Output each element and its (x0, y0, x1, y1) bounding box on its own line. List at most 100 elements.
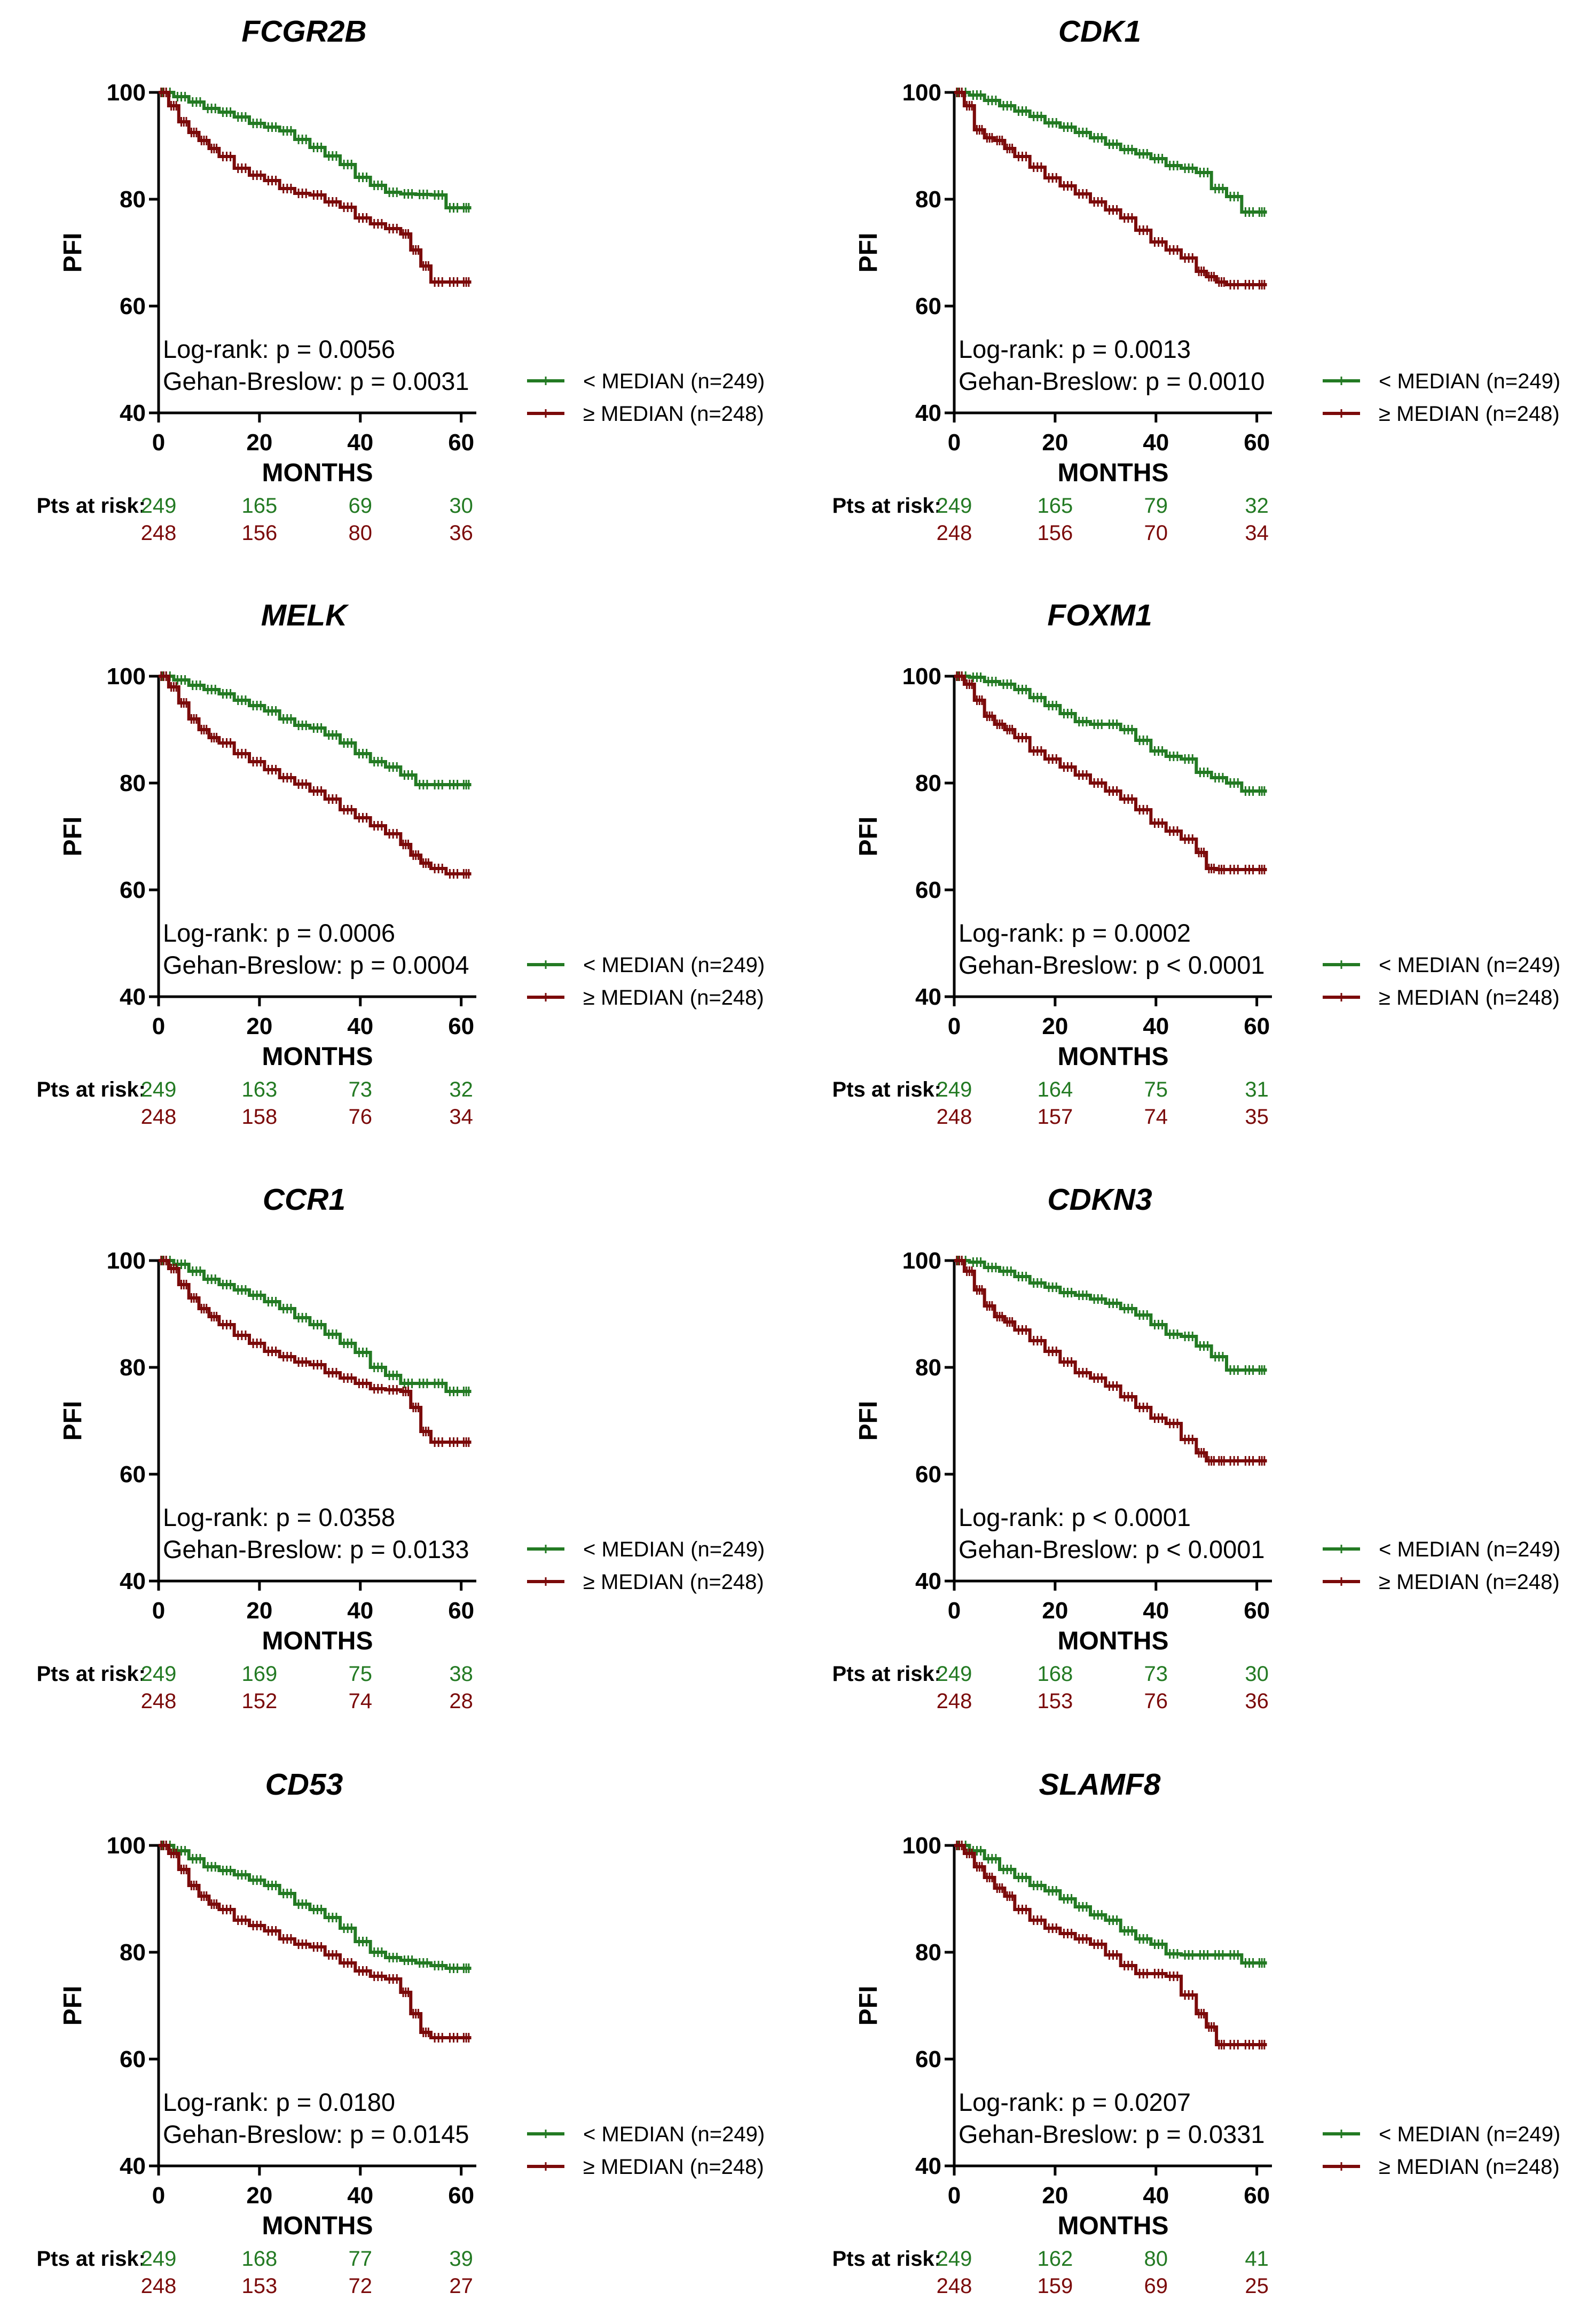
x-tick-label: 40 (1143, 429, 1169, 456)
x-tick-label: 20 (1042, 429, 1068, 456)
risk-count-high: 248 (937, 1689, 972, 1713)
x-tick-label: 60 (1244, 429, 1270, 456)
y-tick-label: 80 (915, 186, 941, 213)
risk-count-high: 248 (141, 1689, 177, 1713)
y-tick-label: 60 (915, 1461, 941, 1488)
x-tick-label: 20 (246, 1013, 272, 1039)
x-tick-label: 60 (448, 1598, 474, 1624)
x-tick-label: 60 (1244, 1013, 1270, 1039)
x-tick-label: 20 (246, 2182, 272, 2209)
y-axis-label: PFI (59, 1401, 87, 1441)
high-expression-curve (954, 1259, 1267, 1462)
x-tick-label: 40 (347, 1013, 373, 1039)
risk-count-low: 249 (141, 2247, 177, 2271)
high-censor-marks (956, 1841, 1266, 2049)
km-panel-foxm1: FOXM1 40 60 80 100 0 20 40 60 PFI MONTHS Log-rank: … (832, 598, 1560, 1129)
y-tick-label: 100 (107, 80, 146, 106)
y-tick-label: 60 (120, 293, 146, 319)
legend-label-high: ≥ MEDIAN (n=248) (583, 986, 764, 1010)
legend-label-low: < MEDIAN (n=249) (1379, 1538, 1560, 1561)
legend-label-high: ≥ MEDIAN (n=248) (1379, 402, 1560, 426)
log-rank-stat: Log-rank: p = 0.0180 (163, 2088, 395, 2116)
risk-count-high: 76 (349, 1105, 373, 1129)
gehan-breslow-stat: Gehan-Breslow: p = 0.0331 (959, 2120, 1265, 2148)
risk-count-high: 28 (449, 1689, 473, 1713)
y-tick-label: 100 (107, 1833, 146, 1859)
risk-count-high: 248 (141, 521, 177, 545)
chart-title: SLAMF8 (1039, 1767, 1161, 1802)
risk-count-high: 248 (937, 521, 972, 545)
y-tick-label: 40 (120, 1568, 146, 1594)
chart-title: CDK1 (1058, 14, 1141, 49)
y-tick-label: 80 (120, 186, 146, 213)
y-tick-label: 40 (915, 2153, 941, 2179)
risk-count-low: 73 (349, 1078, 373, 1101)
high-expression-curve (159, 675, 472, 875)
risk-count-high: 157 (1038, 1105, 1073, 1129)
low-expression-curve (159, 91, 472, 209)
y-tick-label: 60 (120, 1461, 146, 1488)
x-axis-label: MONTHS (262, 1627, 373, 1655)
legend-label-low: < MEDIAN (n=249) (583, 953, 765, 977)
low-censor-marks (161, 1841, 470, 1973)
chart-title: CDKN3 (1047, 1183, 1152, 1217)
risk-count-low: 69 (349, 494, 373, 518)
y-tick-label: 40 (120, 400, 146, 426)
risk-count-high: 72 (349, 2274, 373, 2298)
x-tick-label: 0 (948, 1013, 961, 1039)
chart-title: CD53 (265, 1767, 343, 1802)
risk-count-low: 169 (242, 1662, 278, 1686)
km-panel-ccr1: CCR1 40 60 80 100 0 20 40 60 PFI MONTHS Log-rank: p… (36, 1183, 765, 1713)
x-axis-label: MONTHS (262, 1043, 373, 1071)
risk-count-low: 73 (1144, 1662, 1168, 1686)
risk-count-low: 249 (141, 1662, 177, 1686)
risk-count-high: 27 (449, 2274, 473, 2298)
pts-at-risk-label: Pts at risk: (36, 494, 146, 518)
x-tick-label: 40 (1143, 2182, 1169, 2209)
risk-count-low: 249 (937, 1662, 972, 1686)
low-expression-curve (159, 1844, 472, 1970)
high-censor-marks (160, 88, 470, 287)
low-expression-curve (159, 1259, 472, 1393)
risk-count-low: 75 (1144, 1078, 1168, 1101)
x-tick-label: 0 (152, 1013, 165, 1039)
x-tick-label: 20 (1042, 1013, 1068, 1039)
risk-count-low: 39 (449, 2247, 473, 2271)
risk-count-high: 74 (349, 1689, 373, 1713)
legend-label-high: ≥ MEDIAN (n=248) (583, 402, 764, 426)
x-axis-label: MONTHS (1058, 1627, 1169, 1655)
risk-count-low: 30 (449, 494, 473, 518)
risk-count-low: 38 (449, 1662, 473, 1686)
y-tick-label: 80 (915, 1355, 941, 1381)
y-axis-label: PFI (854, 233, 883, 273)
risk-count-low: 32 (1245, 494, 1269, 518)
y-axis-label: PFI (854, 817, 883, 857)
y-tick-label: 40 (120, 984, 146, 1010)
pts-at-risk-label: Pts at risk: (832, 494, 941, 518)
legend-label-high: ≥ MEDIAN (n=248) (1379, 2155, 1560, 2179)
risk-count-low: 168 (1038, 1662, 1073, 1686)
gehan-breslow-stat: Gehan-Breslow: p = 0.0133 (163, 1535, 469, 1563)
low-censor-marks (957, 671, 1266, 796)
y-axis-label: PFI (59, 817, 87, 857)
y-tick-label: 60 (915, 293, 941, 319)
low-censor-marks (161, 1256, 470, 1396)
pts-at-risk-label: Pts at risk: (832, 1662, 941, 1686)
y-tick-label: 100 (107, 1248, 146, 1274)
log-rank-stat: Log-rank: p = 0.0056 (163, 335, 395, 363)
legend-label-high: ≥ MEDIAN (n=248) (1379, 986, 1560, 1010)
legend-label-high: ≥ MEDIAN (n=248) (1379, 1570, 1560, 1594)
x-tick-label: 40 (1143, 1013, 1169, 1039)
legend-label-low: < MEDIAN (n=249) (1379, 2123, 1560, 2146)
risk-count-high: 36 (1245, 1689, 1269, 1713)
low-censor-marks (957, 88, 1266, 217)
risk-count-low: 249 (937, 1078, 972, 1101)
y-tick-label: 80 (120, 770, 146, 796)
y-tick-label: 80 (120, 1355, 146, 1381)
gehan-breslow-stat: Gehan-Breslow: p = 0.0145 (163, 2120, 469, 2148)
risk-count-high: 158 (242, 1105, 278, 1129)
x-axis-label: MONTHS (1058, 459, 1169, 487)
legend-label-low: < MEDIAN (n=249) (583, 2123, 765, 2146)
km-panel-slamf8: SLAMF8 40 60 80 100 0 20 40 60 PFI MONTHS Log-rank:… (832, 1767, 1560, 2298)
risk-count-high: 152 (242, 1689, 278, 1713)
